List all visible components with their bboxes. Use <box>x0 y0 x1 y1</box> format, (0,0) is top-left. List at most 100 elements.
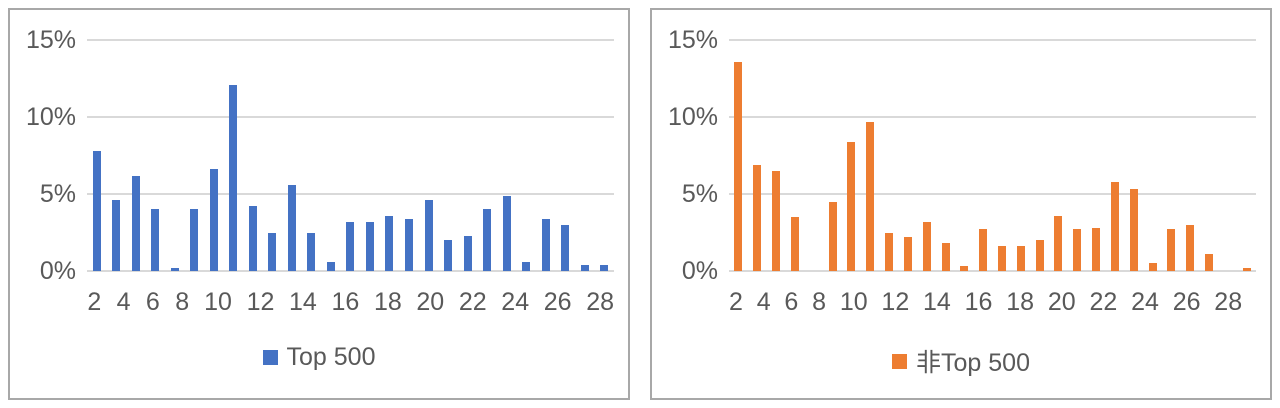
bar-x25 <box>1167 229 1176 271</box>
bar-x19 <box>1054 215 1063 271</box>
x-axis-tick: 20 <box>1047 288 1076 316</box>
bar-x13 <box>941 243 950 271</box>
bars-group <box>729 40 1256 271</box>
bar-slot <box>438 40 458 271</box>
bar-x24 <box>522 261 531 271</box>
bar-x10 <box>248 206 257 271</box>
bar-x15 <box>346 221 355 271</box>
gridline <box>87 116 614 118</box>
x-axis-tick <box>951 286 965 318</box>
bar-x18 <box>1035 240 1044 271</box>
legend: Top 500 <box>10 343 628 372</box>
bar-slot <box>1143 40 1162 271</box>
bar-slot <box>575 40 595 271</box>
bar-slot <box>594 40 614 271</box>
bar-slot <box>107 40 127 271</box>
legend-swatch <box>892 353 908 369</box>
legend-label: Top 500 <box>286 343 376 371</box>
x-axis-tick <box>798 286 812 318</box>
bar-x14 <box>326 261 335 271</box>
bar-x29 <box>1242 267 1251 271</box>
y-axis-tick: 5% <box>39 180 76 208</box>
bar-slot <box>380 40 400 271</box>
x-axis-tick <box>909 286 923 318</box>
y-axis-tick: 15% <box>667 26 718 54</box>
bar-slot <box>993 40 1012 271</box>
bar-slot <box>282 40 302 271</box>
bar-x20 <box>444 240 453 271</box>
bar-x24 <box>1148 263 1157 271</box>
x-axis-tick: 4 <box>116 288 131 316</box>
x-axis-tick: 20 <box>416 288 445 316</box>
x-axis-tick <box>359 286 374 318</box>
bar-slot <box>243 40 263 271</box>
legend-swatch <box>262 350 278 365</box>
x-axis-tick: 12 <box>246 288 275 316</box>
gridline <box>729 270 1256 272</box>
bar-x8 <box>209 169 218 271</box>
x-axis-tick: 24 <box>501 288 530 316</box>
x-axis-tick: 2 <box>87 288 102 316</box>
bar-slot <box>748 40 767 271</box>
bar-x11 <box>903 237 912 271</box>
bar-x16 <box>998 246 1006 271</box>
bar-slot <box>165 40 185 271</box>
x-axis-tick <box>274 286 289 318</box>
bar-slot <box>1087 40 1106 271</box>
x-axis-tick: 12 <box>881 288 910 316</box>
gridline <box>729 39 1256 41</box>
bar-x22 <box>1110 181 1119 271</box>
bar-x10 <box>885 232 894 271</box>
x-axis-tick <box>131 286 146 318</box>
x-axis-tick: 26 <box>543 288 572 316</box>
bar-slot <box>536 40 556 271</box>
bar-slot <box>974 40 993 271</box>
bar-slot <box>185 40 205 271</box>
bar-x18 <box>405 218 413 271</box>
chart-card-non-top500: 2 4 6 8 10 12 14 16 18 20 22 24 26 28 非Top 500 15% 10%… <box>650 8 1272 400</box>
bar-slot <box>1200 40 1219 271</box>
bar-slot <box>917 40 936 271</box>
bar-slot <box>419 40 439 271</box>
bar-x19 <box>424 200 433 271</box>
x-axis-tick: 16 <box>331 288 360 316</box>
chart-card-top500: 2 4 6 8 10 12 14 16 18 20 22 24 26 28 Top 500 15% 10% 5… <box>8 8 630 400</box>
y-axis-tick: 10% <box>667 103 718 131</box>
bar-slot <box>955 40 974 271</box>
bar-x28 <box>600 264 609 271</box>
bar-slot <box>1049 40 1068 271</box>
bar-slot <box>516 40 536 271</box>
bar-x3 <box>112 200 121 271</box>
bar-x20 <box>1073 229 1082 271</box>
x-axis-tick: 22 <box>458 288 487 316</box>
x-axis-tick <box>1034 286 1048 318</box>
bar-slot <box>126 40 146 271</box>
bar-x4 <box>772 170 781 271</box>
legend: 非Top 500 <box>652 343 1270 379</box>
bar-slot <box>555 40 575 271</box>
x-axis-tick <box>444 286 459 318</box>
y-axis-tick: 0% <box>681 257 718 285</box>
x-axis: 2 4 6 8 10 12 14 16 18 20 22 24 26 28 <box>87 286 614 318</box>
bar-x3 <box>753 164 762 271</box>
bar-x27 <box>1205 254 1214 271</box>
x-axis-tick: 16 <box>964 288 993 316</box>
gridline <box>87 193 614 195</box>
gridline <box>87 270 614 272</box>
bar-x2 <box>92 150 101 271</box>
x-axis-tick: 10 <box>204 288 232 316</box>
x-axis-tick <box>529 286 544 318</box>
bar-slot <box>823 40 842 271</box>
bar-slot <box>936 40 955 271</box>
bar-x5 <box>790 217 799 271</box>
bar-x23 <box>502 195 511 271</box>
x-axis-tick <box>868 286 882 318</box>
bar-x9 <box>229 84 238 271</box>
x-axis-tick <box>232 286 247 318</box>
plot-area <box>729 39 1256 272</box>
bar-slot <box>458 40 478 271</box>
x-axis-tick <box>487 286 502 318</box>
x-axis-tick: 4 <box>756 288 771 316</box>
bar-slot <box>861 40 880 271</box>
bar-x21 <box>463 235 472 271</box>
